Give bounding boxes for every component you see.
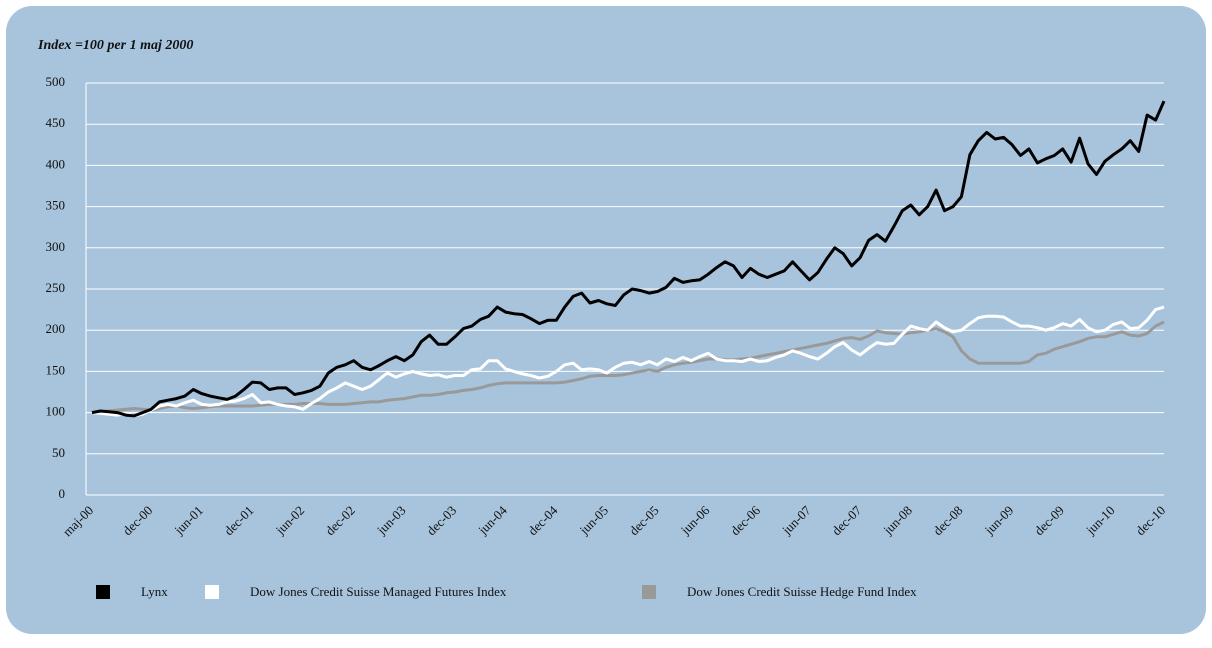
line: [91, 100, 1166, 418]
y-tick-label: 500: [46, 74, 66, 89]
y-tick-label: 100: [46, 404, 66, 419]
legend-label: Dow Jones Credit Suisse Managed Futures …: [250, 584, 507, 599]
y-tick-label: 0: [59, 486, 66, 501]
line: [91, 320, 1165, 415]
chart-title: Index =100 per 1 maj 2000: [37, 38, 193, 53]
y-tick-label: 450: [46, 115, 66, 130]
legend-label: Dow Jones Credit Suisse Hedge Fund Index: [687, 584, 917, 599]
legend-swatch: [642, 585, 656, 599]
y-tick-label: 250: [46, 280, 66, 295]
y-tick-label: 350: [46, 198, 66, 213]
panel: [6, 6, 1206, 634]
legend-label: Lynx: [141, 584, 168, 599]
line: [91, 305, 1165, 418]
y-tick-label: 300: [46, 239, 66, 254]
legend-swatch: [96, 585, 110, 599]
y-tick-label: 50: [52, 445, 65, 460]
y-tick-label: 400: [46, 156, 66, 171]
y-tick-label: 200: [46, 321, 66, 336]
legend-swatch: [205, 585, 219, 599]
y-tick-label: 150: [46, 362, 66, 377]
